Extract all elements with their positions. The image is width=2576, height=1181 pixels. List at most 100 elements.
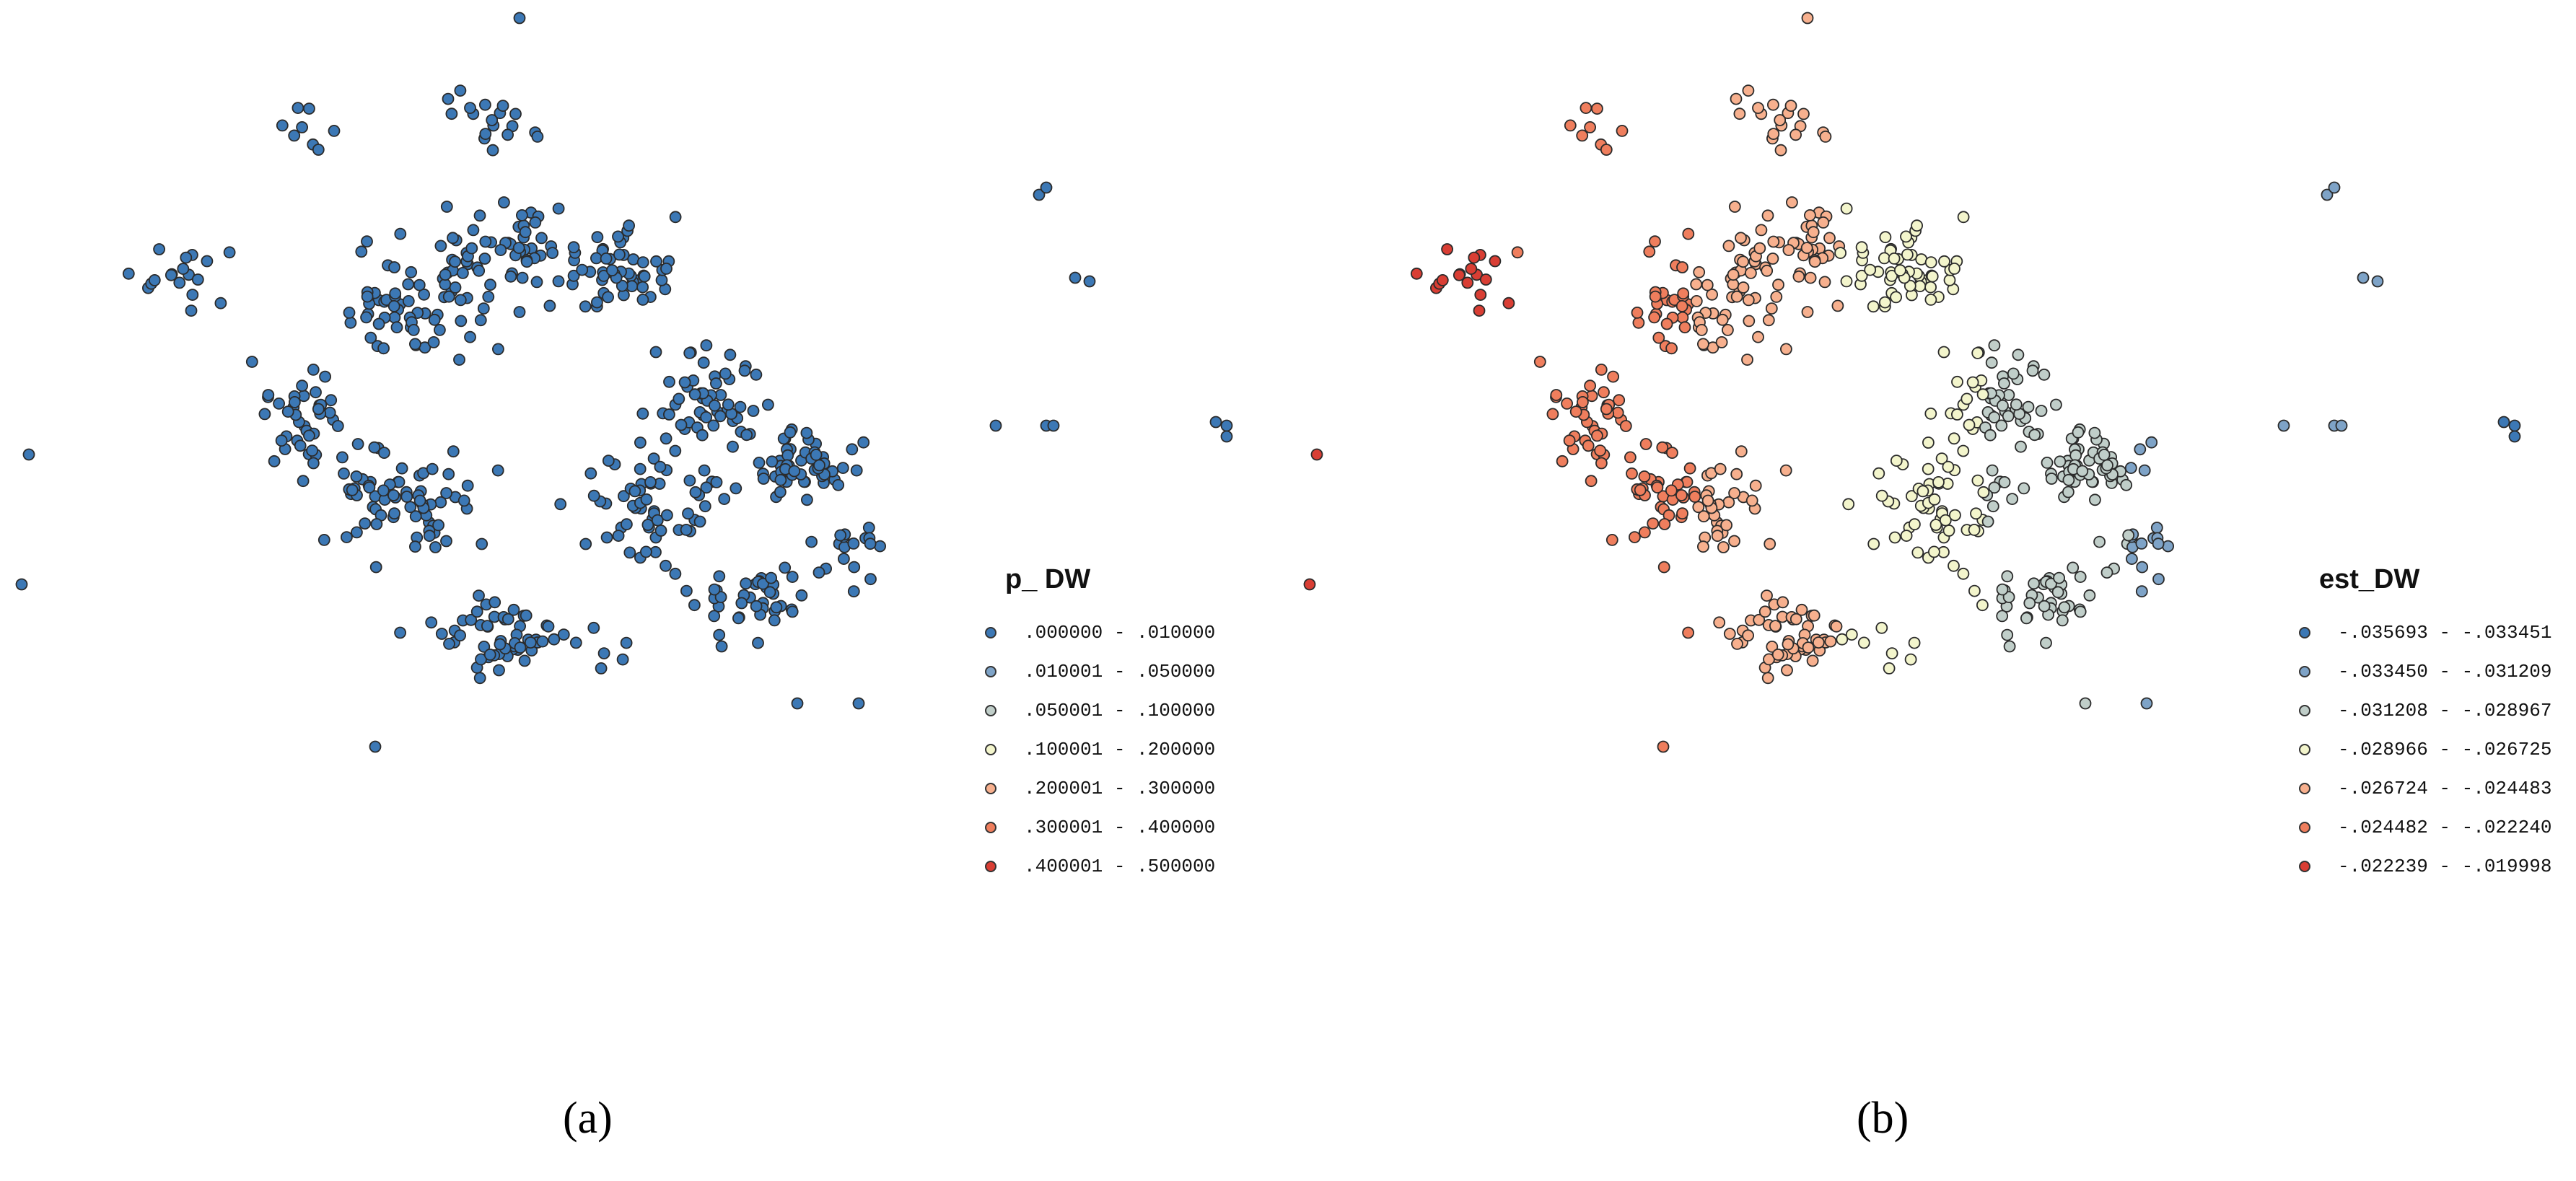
map-point <box>1660 317 1673 330</box>
map-point <box>449 255 461 268</box>
map-point <box>343 306 356 319</box>
map-point <box>1928 493 1941 506</box>
map-point <box>1697 510 1710 523</box>
map-point <box>801 493 813 506</box>
map-point <box>361 235 373 248</box>
map-point <box>663 375 675 388</box>
map-point <box>2054 455 2067 468</box>
map-point <box>2001 570 2014 583</box>
map-point <box>1924 256 1937 269</box>
map-point <box>1961 392 1973 405</box>
map-point <box>1767 235 1780 248</box>
map-point <box>1904 653 1917 666</box>
map-point <box>409 510 422 523</box>
map-point <box>1857 636 1870 649</box>
panel-caption: (b) <box>1857 1094 1909 1143</box>
map-point <box>1730 467 1743 480</box>
map-point <box>548 633 561 646</box>
map-point <box>850 464 863 477</box>
map-point <box>1901 248 1914 261</box>
map-point <box>440 487 452 499</box>
map-point <box>678 376 691 389</box>
map-point <box>513 12 526 25</box>
map-point <box>1749 479 1762 492</box>
map-point <box>2045 473 2058 485</box>
map-point <box>2145 436 2158 449</box>
map-point <box>2022 400 2035 413</box>
map-point <box>2067 561 2080 574</box>
map-point <box>1885 269 1898 282</box>
map-point <box>708 610 721 623</box>
map-point <box>650 255 662 268</box>
map-point <box>2074 571 2087 583</box>
map-point <box>1656 441 1669 454</box>
map-point <box>1767 98 1779 111</box>
map-point <box>1753 242 1766 255</box>
map-point <box>613 248 626 261</box>
map-point <box>1410 267 1423 280</box>
map-point <box>1745 266 1757 279</box>
map-point <box>317 534 330 546</box>
map-point <box>409 338 421 351</box>
map-point <box>361 290 374 303</box>
map-point <box>1968 584 1981 597</box>
legend-label: -.026724 - -.024483 <box>2338 778 2552 799</box>
map-point <box>770 601 783 614</box>
map-point <box>479 235 492 248</box>
map-point <box>1468 251 1481 264</box>
legend-item: .010001 - .050000 <box>971 652 1215 691</box>
map-point <box>407 323 420 336</box>
map-point <box>360 311 373 324</box>
map-point <box>281 405 294 418</box>
legend-label: .100001 - .200000 <box>1024 739 1216 760</box>
map-point <box>805 535 818 548</box>
map-point <box>1800 242 1813 255</box>
map-point <box>1900 230 1912 243</box>
map-point <box>1795 603 1808 616</box>
map-point <box>312 144 325 156</box>
map-point <box>1693 265 1706 278</box>
map-point <box>1957 444 1970 457</box>
map-point <box>700 339 713 352</box>
map-point <box>1742 629 1754 642</box>
legend-swatch <box>2299 666 2310 677</box>
map-point <box>1845 628 1858 641</box>
map-point <box>336 451 349 464</box>
map-point <box>579 300 592 313</box>
map-point <box>786 605 799 618</box>
map-point <box>514 641 527 654</box>
map-point <box>708 583 721 596</box>
map-point <box>1997 399 2009 412</box>
map-point <box>22 448 35 461</box>
map-point <box>713 570 726 583</box>
map-point <box>714 410 727 423</box>
map-point <box>1502 297 1515 309</box>
map-point <box>312 403 325 416</box>
map-point <box>713 628 726 641</box>
map-point <box>273 398 286 410</box>
map-point <box>2093 535 2106 548</box>
map-point <box>1761 672 1774 685</box>
legend-label: .000000 - .010000 <box>1024 622 1216 644</box>
map-point <box>1890 291 1902 304</box>
map-point <box>1594 444 1607 457</box>
map-point <box>1875 489 1888 502</box>
map-point <box>1598 386 1610 399</box>
map-point <box>2152 537 2165 550</box>
map-point <box>504 270 517 283</box>
map-point <box>1995 419 2008 432</box>
map-point <box>1735 445 1748 458</box>
map-point <box>2371 275 2384 288</box>
map-point <box>2508 419 2521 432</box>
map-point <box>148 273 161 286</box>
map-point <box>2015 440 2027 453</box>
map-point <box>1690 278 1703 291</box>
map-point <box>185 304 198 317</box>
map-point <box>1639 438 1652 450</box>
map-point <box>683 474 696 487</box>
map-point <box>1675 489 1688 501</box>
map-point <box>542 620 555 633</box>
map-point <box>602 291 614 304</box>
map-point <box>2058 601 2071 614</box>
map-point <box>1561 398 1574 410</box>
